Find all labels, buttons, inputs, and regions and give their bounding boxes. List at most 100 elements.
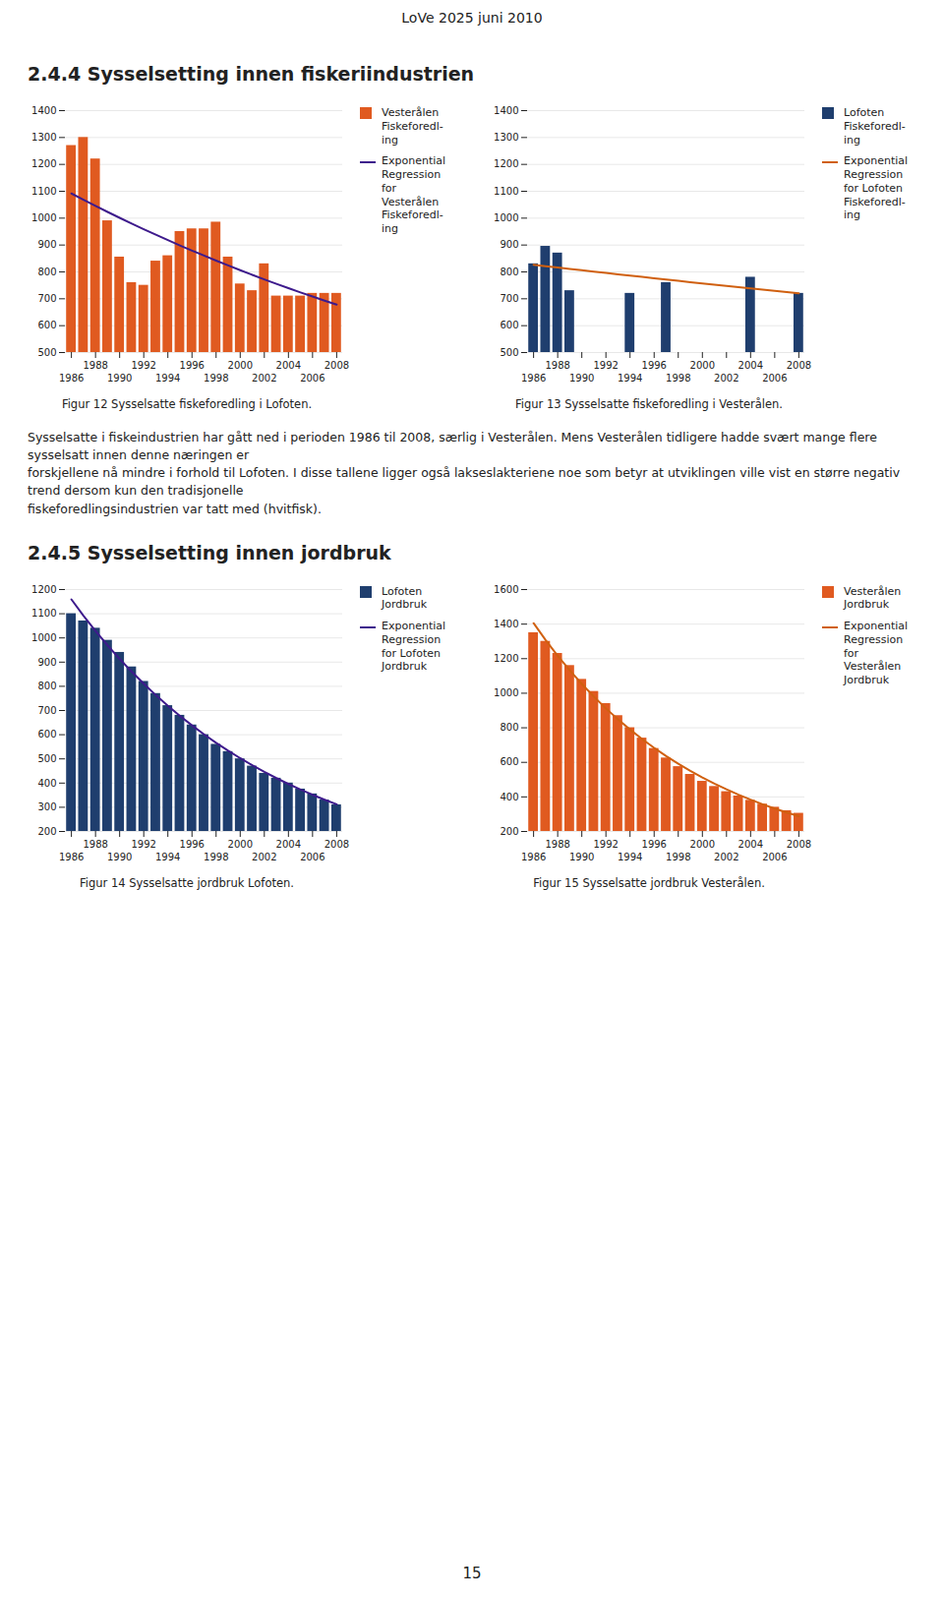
- svg-text:2004: 2004: [738, 837, 764, 849]
- svg-text:200: 200: [499, 825, 519, 836]
- svg-text:700: 700: [37, 704, 57, 715]
- svg-text:1998: 1998: [665, 850, 691, 862]
- svg-text:1994: 1994: [155, 372, 180, 384]
- svg-text:2002: 2002: [713, 372, 739, 384]
- svg-text:1986: 1986: [521, 850, 546, 862]
- svg-text:2000: 2000: [228, 359, 253, 371]
- svg-text:600: 600: [499, 319, 519, 331]
- svg-text:1988: 1988: [544, 837, 570, 849]
- svg-text:2004: 2004: [276, 359, 301, 371]
- svg-text:1990: 1990: [569, 372, 594, 384]
- svg-text:900: 900: [37, 238, 57, 250]
- svg-text:2004: 2004: [276, 837, 301, 849]
- svg-text:1400: 1400: [493, 105, 519, 117]
- svg-text:2002: 2002: [251, 850, 277, 862]
- svg-text:1996: 1996: [642, 359, 667, 371]
- svg-text:2008: 2008: [324, 359, 350, 371]
- svg-text:2000: 2000: [228, 837, 253, 849]
- svg-text:600: 600: [37, 728, 57, 740]
- svg-text:400: 400: [37, 776, 57, 788]
- html-text:forskjellene nå mindre i forho: forskjellene nå mindre i forhold til Lof…: [27, 465, 900, 498]
- svg-text:600: 600: [37, 319, 57, 331]
- svg-text:1300: 1300: [31, 131, 57, 143]
- svg-text:1996: 1996: [179, 837, 205, 849]
- svg-text:2002: 2002: [251, 372, 277, 384]
- svg-text:1986: 1986: [59, 850, 84, 862]
- svg-text:1994: 1994: [155, 850, 180, 862]
- svg-text:2006: 2006: [762, 850, 787, 862]
- svg-text:1998: 1998: [665, 372, 691, 384]
- svg-text:1600: 1600: [493, 583, 519, 594]
- svg-text:1988: 1988: [82, 359, 108, 371]
- html-text:Exponential Regression for Ves: Exponential Regression for Vesterålen Fi…: [381, 154, 446, 236]
- html-text:Exponential Regression for Ves: Exponential Regression for Vesterålen Jo…: [843, 619, 908, 687]
- html-text:Vesterålen Jordbruk: Vesterålen Jordbruk: [843, 584, 902, 612]
- svg-text:300: 300: [37, 801, 57, 813]
- svg-text:500: 500: [37, 753, 57, 765]
- svg-text:1986: 1986: [521, 372, 546, 384]
- html-text:Exponential Regression for Lof: Exponential Regression for Lofoten Jordb…: [381, 619, 446, 673]
- svg-text:2006: 2006: [762, 372, 787, 384]
- svg-text:1992: 1992: [130, 359, 156, 371]
- html-text:2.4.5 Sysselsetting innen jord: 2.4.5 Sysselsetting innen jordbruk: [27, 541, 392, 564]
- html-text:Lofoten Fiskeforedl- ing: Lofoten Fiskeforedl- ing: [843, 106, 906, 147]
- svg-text:1996: 1996: [642, 837, 667, 849]
- svg-text:900: 900: [37, 655, 57, 667]
- svg-text:2006: 2006: [299, 850, 325, 862]
- svg-text:2008: 2008: [786, 359, 812, 371]
- svg-text:1990: 1990: [107, 850, 132, 862]
- svg-text:2008: 2008: [324, 837, 350, 849]
- svg-text:1994: 1994: [617, 372, 643, 384]
- svg-text:2008: 2008: [786, 837, 812, 849]
- svg-text:1992: 1992: [130, 837, 156, 849]
- svg-text:500: 500: [499, 347, 519, 358]
- svg-text:1100: 1100: [31, 185, 57, 197]
- svg-text:700: 700: [37, 293, 57, 304]
- svg-text:1986: 1986: [59, 372, 84, 384]
- svg-text:1998: 1998: [203, 372, 229, 384]
- svg-text:400: 400: [499, 790, 519, 802]
- svg-text:2002: 2002: [713, 850, 739, 862]
- svg-text:1988: 1988: [82, 837, 108, 849]
- svg-text:1996: 1996: [179, 359, 205, 371]
- html-text:Vesterålen Fiskeforedl- ing: Vesterålen Fiskeforedl- ing: [381, 106, 444, 147]
- html-text:Sysselsatte i fiskeindustrien: Sysselsatte i fiskeindustrien har gått n…: [27, 429, 878, 463]
- svg-text:500: 500: [37, 347, 57, 358]
- svg-text:200: 200: [37, 825, 57, 836]
- svg-text:2000: 2000: [690, 837, 715, 849]
- svg-text:1990: 1990: [569, 850, 594, 862]
- svg-text:1400: 1400: [31, 105, 57, 117]
- svg-text:1000: 1000: [493, 212, 519, 224]
- svg-text:1000: 1000: [31, 212, 57, 224]
- svg-text:1200: 1200: [493, 158, 519, 170]
- html-text:Exponential Regression for Lof: Exponential Regression for Lofoten Fiske…: [843, 154, 908, 222]
- svg-text:900: 900: [499, 238, 519, 250]
- svg-text:1000: 1000: [31, 632, 57, 644]
- svg-text:800: 800: [499, 266, 519, 278]
- svg-text:1200: 1200: [31, 583, 57, 594]
- html-text:2.4.4 Sysselsetting innen fisk: 2.4.4 Sysselsetting innen fiskeriindustr…: [27, 62, 475, 85]
- svg-text:1400: 1400: [493, 617, 519, 629]
- svg-text:1300: 1300: [493, 131, 519, 143]
- svg-text:1994: 1994: [617, 850, 643, 862]
- svg-text:1992: 1992: [592, 359, 618, 371]
- svg-text:1200: 1200: [493, 652, 519, 664]
- svg-text:1100: 1100: [31, 607, 57, 619]
- svg-text:1988: 1988: [544, 359, 570, 371]
- svg-text:1990: 1990: [107, 372, 132, 384]
- svg-text:2006: 2006: [299, 372, 325, 384]
- svg-text:1998: 1998: [203, 850, 229, 862]
- html-text:Lofoten Jordbruk: Lofoten Jordbruk: [381, 584, 427, 612]
- svg-text:600: 600: [499, 756, 519, 767]
- svg-text:1200: 1200: [31, 158, 57, 170]
- svg-text:1100: 1100: [493, 185, 519, 197]
- svg-text:1992: 1992: [592, 837, 618, 849]
- svg-text:800: 800: [37, 680, 57, 692]
- svg-text:800: 800: [37, 266, 57, 278]
- svg-text:800: 800: [499, 721, 519, 733]
- svg-text:2000: 2000: [690, 359, 715, 371]
- svg-text:2004: 2004: [738, 359, 764, 371]
- svg-text:700: 700: [499, 293, 519, 304]
- html-text:15: 15: [462, 1564, 482, 1583]
- svg-text:1000: 1000: [493, 687, 519, 699]
